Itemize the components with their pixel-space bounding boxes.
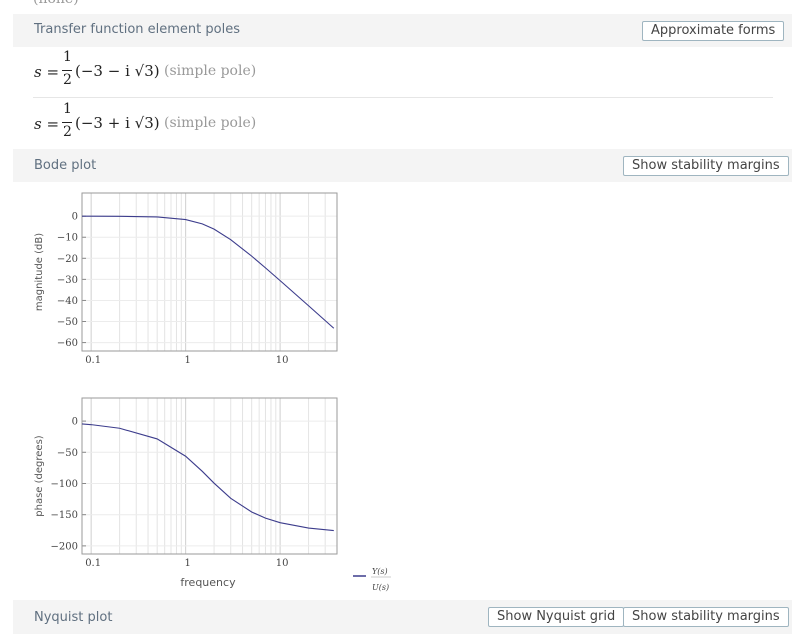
x-tick-label: 10 [276,355,289,366]
button[interactable]: Show stability margins [623,156,789,176]
plot-area [82,398,337,554]
pole-lhs: s = [34,115,60,133]
y-tick-label: −150 [51,510,78,521]
pole-panel [13,47,792,149]
plot-area [82,193,337,351]
button[interactable]: Approximate forms [642,21,785,41]
section-title: Transfer function element poles [34,22,240,37]
pole-lhs: s = [34,63,60,81]
section-header: Transfer function element poles Approxim… [13,14,792,47]
x-tick-label: 0.1 [85,558,101,569]
curve [81,423,334,532]
y-tick-label: 0 [72,212,78,223]
pole-expression: (−3 − i √3) [75,62,160,80]
section-title: Bode plot [34,158,97,173]
legend-num: Y(s) [372,567,388,576]
y-tick-label: −20 [57,254,78,265]
x-tick-label: 10 [276,558,289,569]
fraction-num: 1 [63,101,72,117]
pole-expression: (−3 + i √3) [75,114,160,132]
x-axis-label: frequency [180,576,236,589]
top-text: (none) [33,0,79,7]
y-tick-label: −200 [51,541,78,552]
section-header: Nyquist plot Show Nyquist grid Show stab… [13,600,792,634]
button[interactable]: Show Nyquist grid [488,607,625,627]
fraction-den: 2 [63,124,72,140]
y-tick-label: −60 [57,338,78,349]
y-tick-label: −50 [57,317,78,328]
y-tick-label: −50 [57,448,78,459]
section-title: Nyquist plot [34,610,113,625]
y-tick-label: −30 [57,275,78,286]
x-tick-label: 1 [184,558,190,569]
plot-frame [81,397,338,555]
y-axis-label: magnitude (dB) [34,233,45,311]
y-tick-label: −10 [57,233,78,244]
fraction-num: 1 [63,49,72,65]
button[interactable]: Show stability margins [623,607,789,627]
plot-frame [81,192,338,352]
legend-den: U(s) [372,583,389,592]
x-tick-label: 0.1 [85,355,101,366]
pole-note: (simple pole) [164,115,257,131]
fraction-bar [62,122,72,123]
fraction-den: 2 [63,72,72,88]
separator [33,97,773,98]
y-tick-label: −40 [57,296,78,307]
fraction-bar [62,70,72,71]
y-axis-label: phase (degrees) [34,435,45,517]
section-header: Bode plot Show stability margins [13,149,792,182]
y-tick-label: 0 [72,417,78,428]
y-tick-label: −100 [51,479,78,490]
x-tick-label: 1 [184,355,190,366]
curve [82,215,335,329]
pole-note: (simple pole) [164,63,257,79]
